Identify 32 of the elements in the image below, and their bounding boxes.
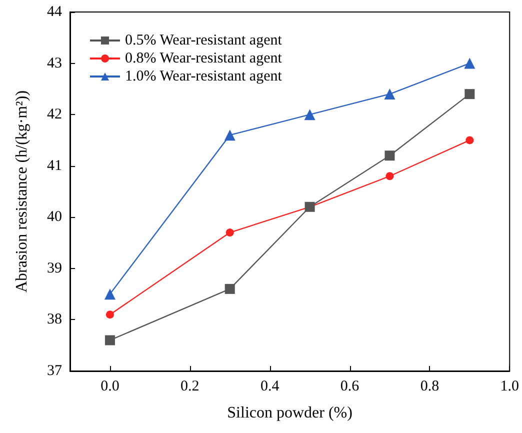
- x-tick-label: 0.0: [100, 378, 120, 394]
- y-tick-label: 37: [47, 363, 62, 379]
- legend-label: 1.0% Wear-resistant agent: [125, 68, 283, 84]
- legend-label: 0.8% Wear-resistant agent: [125, 50, 283, 66]
- y-tick-label: 42: [47, 106, 62, 123]
- point: [104, 288, 116, 300]
- point: [464, 89, 475, 100]
- point: [466, 136, 474, 144]
- y-tick-label: 39: [47, 260, 62, 276]
- x-tick-label: 1.0: [500, 378, 519, 394]
- point: [224, 284, 235, 294]
- point: [384, 88, 396, 100]
- point: [226, 228, 234, 237]
- y-tick-label: 40: [47, 209, 62, 226]
- x-tick-label: 0.2: [180, 378, 200, 394]
- y-tick-label: 44: [47, 4, 62, 20]
- y-tick-label: 38: [47, 312, 62, 328]
- point: [104, 335, 115, 346]
- x-axis-title: Silicon powder (%): [227, 404, 352, 422]
- point: [304, 109, 316, 120]
- point: [224, 130, 236, 141]
- point: [386, 172, 394, 180]
- y-axis-title: Abrasion resistance (h/(kg·m²)): [14, 90, 30, 293]
- y-tick-label: 41: [47, 158, 62, 174]
- point: [106, 310, 114, 319]
- point: [464, 58, 476, 69]
- legend-label: 0.5% Wear-resistant agent: [125, 32, 283, 48]
- x-tick-label: 0.4: [260, 378, 280, 394]
- x-tick-label: 0.8: [420, 378, 440, 394]
- y-tick-label: 43: [47, 55, 62, 72]
- point: [384, 150, 395, 161]
- x-tick-label: 0.6: [340, 378, 360, 394]
